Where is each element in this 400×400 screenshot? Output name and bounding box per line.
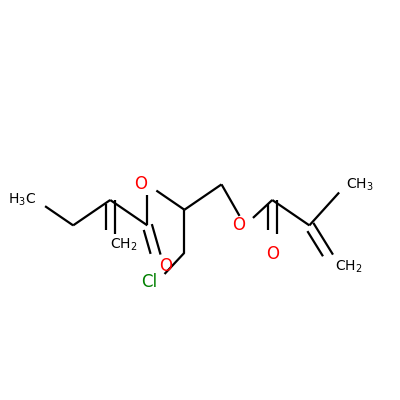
Text: H$_3$C: H$_3$C — [8, 192, 36, 208]
Text: CH$_2$: CH$_2$ — [335, 258, 362, 274]
Text: O: O — [266, 245, 279, 263]
Text: O: O — [134, 175, 147, 193]
Text: CH$_2$: CH$_2$ — [110, 237, 138, 253]
Text: CH$_3$: CH$_3$ — [346, 176, 374, 192]
Text: Cl: Cl — [141, 273, 157, 291]
Text: O: O — [232, 216, 245, 234]
Text: O: O — [159, 257, 172, 275]
